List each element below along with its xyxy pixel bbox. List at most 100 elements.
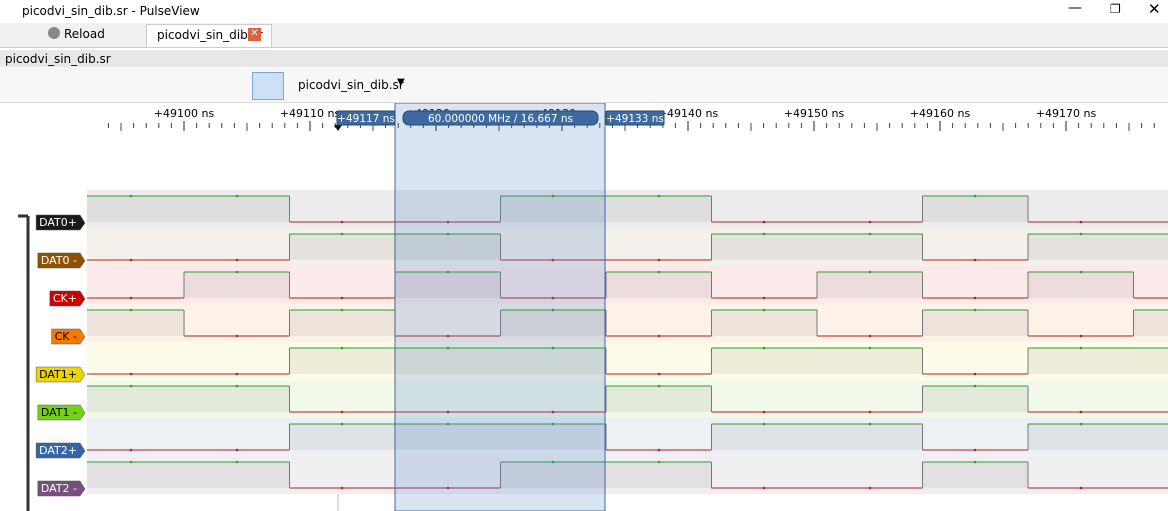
high-fill <box>289 348 395 374</box>
reload-icon <box>48 27 60 39</box>
sample-dot <box>868 232 872 236</box>
ruler-label: +49150 ns <box>784 107 845 120</box>
sample-dot <box>551 410 555 414</box>
high-fill <box>1028 348 1134 374</box>
channel-label: DAT2+ <box>35 442 86 459</box>
sample-dot <box>235 384 239 388</box>
sample-dot <box>551 308 555 312</box>
sample-dot <box>129 460 133 464</box>
label-tag <box>37 480 86 497</box>
label-tag <box>35 214 86 231</box>
sample-dot <box>762 308 766 312</box>
sample-dot <box>235 334 239 338</box>
group-bracket <box>18 214 30 511</box>
minimize[interactable]: — <box>1068 0 1082 16</box>
sample-dot <box>235 448 239 452</box>
sample-dot <box>973 194 977 198</box>
high-fill <box>184 386 290 412</box>
high-fill <box>184 196 290 222</box>
close[interactable]: ✕ <box>1148 0 1161 18</box>
high-fill <box>184 272 290 298</box>
high-fill <box>1028 272 1134 298</box>
channel-label: DAT1+ <box>35 366 86 383</box>
sample-dot <box>1079 334 1083 338</box>
high-fill <box>922 310 1028 336</box>
high-fill <box>500 310 606 336</box>
sample-dot <box>973 448 977 452</box>
ruler-label: +49160 ns <box>910 107 971 120</box>
sample-dot <box>129 372 133 376</box>
cursor-flag-label: +49133 ns <box>606 113 664 125</box>
high-fill <box>711 234 817 260</box>
window-title: picodvi_sin_dib.sr - PulseView <box>22 4 200 18</box>
high-fill <box>711 424 817 450</box>
sample-dot <box>762 346 766 350</box>
cursor-region <box>394 103 606 511</box>
ruler-label: +49140 ns <box>658 107 719 120</box>
high-fill <box>289 234 395 260</box>
channel-name: DAT2 - <box>41 482 77 495</box>
sample-dot <box>235 372 239 376</box>
sample-dot <box>657 448 661 452</box>
trace-view: +49100 ns+49110 ns+49120 ns+49130 ns+491… <box>0 103 1168 511</box>
title-bar: picodvi_sin_dib.sr - PulseView — ❐ ✕ <box>0 0 1168 23</box>
ruler-label: +49100 ns <box>154 107 215 120</box>
high-fill <box>500 424 606 450</box>
sample-dot <box>551 346 555 350</box>
high-fill <box>1133 234 1168 260</box>
sample-dot <box>551 194 555 198</box>
label-tag <box>49 290 86 307</box>
ruler-label: +49110 ns <box>280 107 341 120</box>
sample-dot <box>973 296 977 300</box>
sample-dot <box>235 194 239 198</box>
sample-dot <box>762 422 766 426</box>
sample-dot <box>551 460 555 464</box>
sample-dot <box>868 486 872 490</box>
channel-name: DAT1+ <box>39 368 77 381</box>
high-fill <box>711 348 817 374</box>
tab-label: picodvi_sin_dib.sr <box>157 28 263 42</box>
high-fill <box>289 310 395 336</box>
ruler-label: +49170 ns <box>1036 107 1097 120</box>
high-fill <box>87 310 184 336</box>
cursor-span-label: 60.000000 MHz / 16.667 ns <box>428 113 573 125</box>
sample-dot <box>129 448 133 452</box>
sample-dot <box>340 410 344 414</box>
tab-close[interactable]: ✕ <box>248 28 261 41</box>
sample-dot <box>129 258 133 262</box>
dropdown-arrow: ▼ <box>397 77 405 88</box>
high-fill <box>1028 424 1134 450</box>
sample-dot <box>657 372 661 376</box>
channel-name: CK+ <box>53 292 77 305</box>
dock-title-bar: picodvi_sin_dib.sr <box>0 50 1168 67</box>
sample-dot <box>762 232 766 236</box>
reload-button[interactable]: Reload <box>64 27 105 41</box>
device-select[interactable]: picodvi_sin_dib.sr <box>298 78 404 92</box>
maximize[interactable]: ❐ <box>1110 2 1121 16</box>
sample-dot <box>868 346 872 350</box>
high-fill <box>1133 348 1168 374</box>
channel-name: DAT2+ <box>39 444 77 457</box>
cursor-toggle[interactable] <box>252 72 284 100</box>
high-fill <box>817 424 923 450</box>
sample-dot <box>657 460 661 464</box>
label-tag <box>35 442 86 459</box>
sample-dot <box>657 270 661 274</box>
sample-dot <box>973 258 977 262</box>
sample-dot <box>129 296 133 300</box>
sample-dot <box>762 220 766 224</box>
sample-dot <box>446 410 450 414</box>
high-fill <box>87 196 184 222</box>
cursor-span <box>402 110 599 126</box>
sample-dot <box>657 258 661 262</box>
sample-dot <box>340 232 344 236</box>
sample-dot <box>762 296 766 300</box>
sample-dot <box>1079 232 1083 236</box>
session-tab[interactable]: picodvi_sin_dib.sr ✕ <box>146 24 272 48</box>
sample-dot <box>657 334 661 338</box>
sample-dot <box>868 334 872 338</box>
sample-dot <box>1079 410 1083 414</box>
sample-dot <box>868 220 872 224</box>
high-fill <box>500 196 606 222</box>
